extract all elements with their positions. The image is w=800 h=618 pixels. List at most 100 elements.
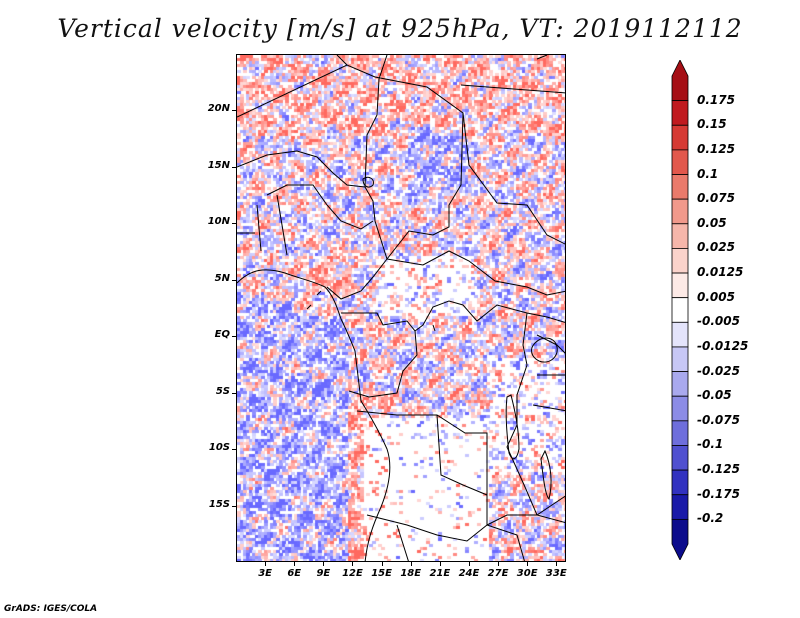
border-west-3 <box>237 194 288 256</box>
colorbar-swatch <box>671 100 689 126</box>
colorbar-label: 0.05 <box>697 215 727 230</box>
colorbar-label: 0.15 <box>697 117 727 132</box>
country-borders <box>237 55 565 561</box>
colorbar-label: 0.075 <box>697 191 735 206</box>
colorbar-label: -0.005 <box>697 314 740 329</box>
lon-tick-label: 6E <box>287 568 302 579</box>
colorbar-label: 0.005 <box>697 289 735 304</box>
lat-tick-label: 20N <box>207 103 230 115</box>
colorbar-label: -0.125 <box>697 462 740 477</box>
border-north-2 <box>336 55 388 260</box>
border-west-1 <box>237 150 366 188</box>
colorbar-label: -0.05 <box>697 388 732 403</box>
colorbar-label: 0.025 <box>697 240 735 255</box>
lat-tick-label: EQ <box>214 329 230 341</box>
colorbar-swatch <box>671 469 689 496</box>
small-islands <box>306 55 548 332</box>
border-car <box>341 312 418 398</box>
lake-victoria <box>531 337 558 363</box>
lat-tick-mark <box>232 505 236 507</box>
border-west-2 <box>266 184 374 230</box>
coastline <box>237 269 391 561</box>
lat-tick-label: 15N <box>207 159 230 171</box>
lon-tick-mark <box>265 562 267 566</box>
border-congo <box>414 300 565 332</box>
colorbar-swatch <box>671 321 689 348</box>
map-plot-area <box>236 54 566 562</box>
lat-tick-mark <box>232 223 236 225</box>
colorbar-swatch <box>671 445 689 471</box>
colorbar-label: 0.175 <box>697 92 735 107</box>
lat-tick-mark <box>232 392 236 394</box>
colorbar-swatch <box>671 198 689 225</box>
colorbar-label: -0.075 <box>697 412 740 427</box>
lat-tick-mark <box>232 166 236 168</box>
colorbar-swatch <box>671 174 689 200</box>
lake-tanganyika <box>505 394 520 460</box>
lat-tick-mark <box>232 279 236 281</box>
colorbar-swatch <box>671 223 689 249</box>
lon-tick-mark <box>352 562 354 566</box>
lat-tick-mark <box>232 110 236 112</box>
colorbar-label: -0.1 <box>697 437 724 452</box>
lon-tick-label: 3E <box>258 568 272 579</box>
lon-tick-label: 12E <box>342 568 363 579</box>
colorbar-swatch <box>671 124 689 151</box>
colorbar-swatch <box>671 346 689 372</box>
border-angola-2 <box>366 414 488 542</box>
lake-chad <box>362 176 374 188</box>
lon-tick-mark <box>498 562 500 566</box>
colorbar-swatch <box>671 371 689 397</box>
lon-tick-label: 18E <box>400 568 422 579</box>
colorbar-label: 0.125 <box>697 141 735 156</box>
lon-tick-mark <box>381 562 383 566</box>
border-central <box>386 250 565 296</box>
lon-tick-mark <box>468 562 470 566</box>
lon-tick-label: 15E <box>371 568 392 579</box>
colorbar <box>671 60 689 560</box>
colorbar-swatch <box>671 248 689 274</box>
colorbar-label: 0.1 <box>697 166 719 181</box>
lon-tick-label: 33E <box>545 568 567 579</box>
lon-tick-mark <box>527 562 529 566</box>
colorbar-swatch <box>671 149 689 175</box>
border-east-north <box>460 84 565 245</box>
colorbar-swatch <box>671 494 689 520</box>
border-angola <box>356 410 525 561</box>
lon-tick-mark <box>410 562 412 566</box>
colorbar-label: -0.175 <box>697 486 740 501</box>
lake-malawi <box>540 449 552 500</box>
vertical-velocity-field <box>237 55 565 561</box>
lon-tick-label: 24E <box>458 568 480 579</box>
border-north <box>237 64 464 300</box>
lon-tick-label: 30E <box>516 568 538 579</box>
lon-tick-label: 9E <box>316 568 331 579</box>
footer-credit: GrADS: IGES/COLA <box>4 604 98 614</box>
colorbar-swatch <box>671 272 689 299</box>
lat-tick-label: 10N <box>207 216 230 228</box>
lat-tick-label: 5S <box>215 385 230 397</box>
border-east-africa <box>532 334 565 412</box>
lon-tick-mark <box>323 562 325 566</box>
colorbar-label: 0.0125 <box>697 265 744 280</box>
map-title: Vertical velocity [m/s] at 925hPa, VT: 2… <box>57 14 743 43</box>
lat-tick-label: 10S <box>208 442 230 454</box>
colorbar-swatch <box>671 518 689 560</box>
lat-tick-mark <box>232 336 236 338</box>
lon-tick-mark <box>294 562 296 566</box>
colorbar-swatch <box>671 420 689 446</box>
lat-tick-label: 15S <box>208 498 230 510</box>
lat-tick-mark <box>232 449 236 451</box>
lon-tick-mark <box>556 562 558 566</box>
colorbar-label: -0.2 <box>697 511 724 526</box>
lon-tick-mark <box>439 562 441 566</box>
colorbar-swatch <box>671 60 689 102</box>
colorbar-label: -0.0125 <box>697 338 749 353</box>
lon-tick-label: 21E <box>429 568 451 579</box>
lon-tick-label: 27E <box>487 568 509 579</box>
colorbar-swatch <box>671 297 689 323</box>
lat-tick-label: 5N <box>214 272 230 284</box>
colorbar-swatch <box>671 395 689 422</box>
colorbar-label: -0.025 <box>697 363 740 378</box>
border-south <box>396 495 565 561</box>
